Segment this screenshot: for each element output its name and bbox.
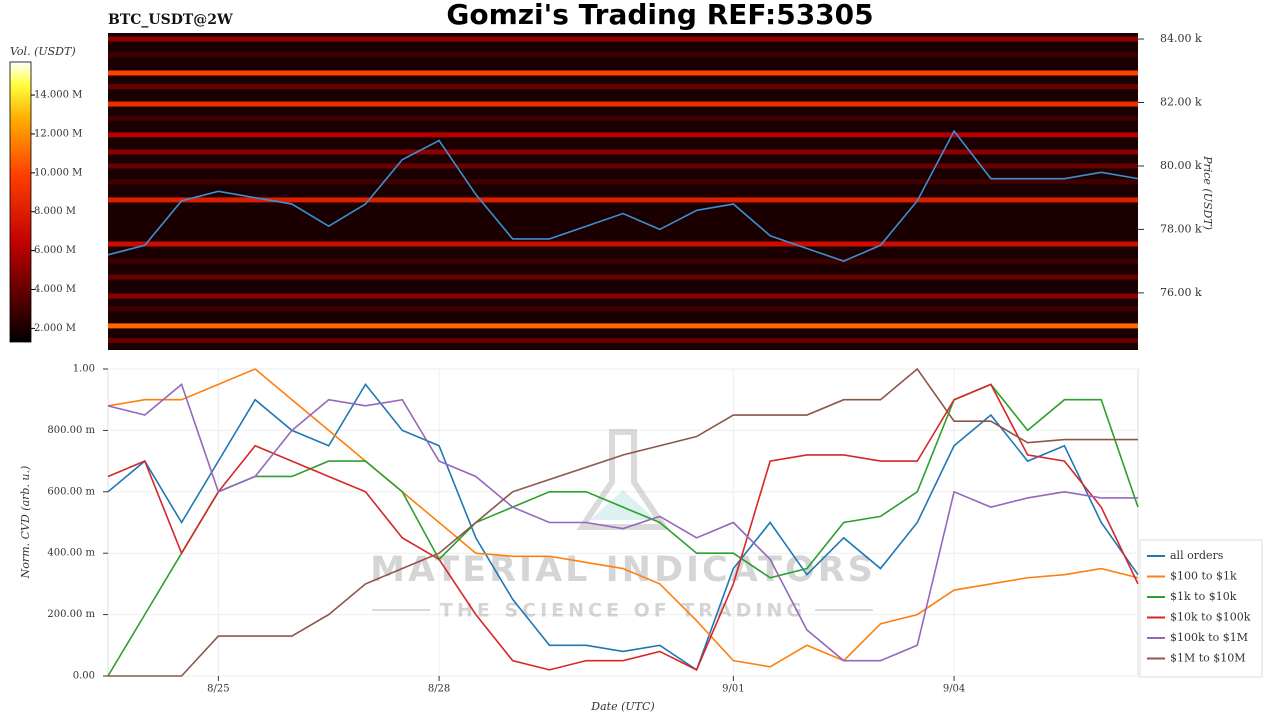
legend-box [1139,539,1263,678]
liquidity-band [108,337,1138,343]
y-tick-label: 78.00 k [1160,222,1202,235]
y-tick-label: 800.00 m [47,425,95,436]
colorbar-tick-label: 6.000 M [34,245,76,256]
liquidity-band [108,101,1138,107]
liquidity-band [108,306,1138,312]
y-tick-label: 200.00 m [47,609,95,620]
cvd-plot-bg [107,368,1139,677]
heatmap-bg [108,33,1138,350]
y-tick-label: 600.00 m [47,486,95,497]
legend-label: $1M to $10M [1170,652,1246,665]
liquidity-band [108,149,1138,155]
y-tick-label: 76.00 k [1160,286,1202,299]
legend-label: $100k to $1M [1170,631,1248,644]
x-tick-label: 9/01 [722,684,744,695]
liquidity-band [108,36,1138,42]
colorbar-tick-label: 14.000 M [34,90,82,101]
liquidity-band [108,179,1138,185]
colorbar-tick-label: 4.000 M [34,284,76,295]
liquidity-band [108,52,1138,58]
liquidity-band [108,132,1138,138]
legend-label: all orders [1170,549,1224,562]
liquidity-band [108,293,1138,299]
legend-label: $100 to $1k [1170,570,1237,583]
x-tick-label: 8/28 [428,684,450,695]
liquidity-band [108,163,1138,169]
liquidity-band [108,241,1138,247]
y-tick-label: 80.00 k [1160,159,1202,172]
x-tick-label: 8/25 [207,684,229,695]
watermark: THE SCIENCE OF TRADING [440,600,806,622]
liquidity-band [108,197,1138,203]
y-tick-label: 400.00 m [47,548,95,559]
liquidity-band [108,70,1138,76]
colorbar-label: Vol. (USDT) [10,45,76,58]
legend-label: $1k to $10k [1170,590,1237,603]
series-line [107,382,1138,662]
y-tick-label: 84.00 k [1160,32,1202,45]
series-line [107,368,1139,668]
y-axis-label: Norm. CVD (arb. u.) [19,466,32,580]
title: Gomzi's Trading REF:53305 [446,0,873,31]
series-line [107,383,1139,671]
x-tick-label: 9/04 [943,684,965,695]
colorbar-tick-label: 10.000 M [34,167,82,178]
liquidity-band [108,323,1138,329]
series-line [108,367,1138,677]
grid [108,368,1138,677]
y-tick-label: 0.00 [73,671,95,682]
legend-label: $10k to $100k [1170,611,1251,624]
price-line [107,129,1139,263]
liquidity-band [108,115,1138,121]
y-tick-label: 82.00 k [1160,95,1202,108]
colorbar [9,61,32,343]
liquidity-band [108,274,1138,280]
watermark: MATERIAL INDICATORS [370,550,876,590]
y-tick-label: 1.00 [73,364,95,375]
liquidity-band [108,84,1138,90]
subtitle: BTC_USDT@2W [108,12,233,28]
colorbar-tick-label: 8.000 M [34,206,76,217]
series-line [107,382,1139,672]
colorbar-tick-label: 12.000 M [34,128,82,139]
liquidity-band [108,258,1138,264]
x-axis-label: Date (UTC) [590,700,654,713]
colorbar-tick-label: 2.000 M [34,323,76,334]
y-axis-label: Price (USDT) [1201,155,1214,230]
